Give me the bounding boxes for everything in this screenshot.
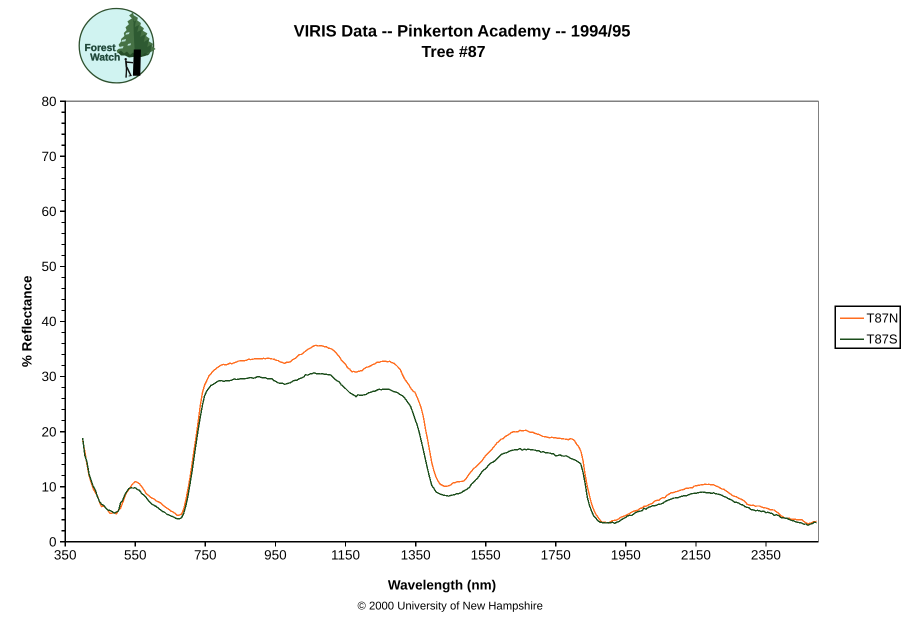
svg-text:550: 550 — [124, 547, 147, 562]
svg-text:2150: 2150 — [681, 547, 711, 562]
svg-text:30: 30 — [41, 369, 56, 384]
svg-text:750: 750 — [194, 547, 217, 562]
svg-text:0: 0 — [49, 534, 57, 549]
svg-text:1350: 1350 — [401, 547, 431, 562]
svg-text:Wavelength (nm): Wavelength (nm) — [388, 578, 496, 593]
svg-text:80: 80 — [41, 94, 56, 109]
svg-text:Tree #87: Tree #87 — [421, 44, 485, 61]
svg-text:60: 60 — [41, 204, 56, 219]
svg-text:1150: 1150 — [331, 547, 360, 562]
svg-text:1550: 1550 — [471, 547, 501, 562]
svg-text:50: 50 — [41, 259, 56, 274]
svg-text:© 2000 University of New Hamps: © 2000 University of New Hampshire — [358, 601, 543, 613]
svg-text:Watch: Watch — [90, 53, 120, 64]
svg-text:950: 950 — [264, 547, 287, 562]
svg-text:Forest: Forest — [85, 43, 117, 54]
svg-text:1950: 1950 — [611, 547, 641, 562]
svg-text:350: 350 — [54, 547, 77, 562]
svg-text:VIRIS Data -- Pinkerton Academ: VIRIS Data -- Pinkerton Academy -- 1994/… — [294, 23, 631, 41]
svg-text:20: 20 — [41, 424, 56, 439]
svg-text:T87S: T87S — [867, 331, 898, 346]
svg-text:10: 10 — [41, 479, 56, 494]
svg-text:40: 40 — [41, 314, 56, 329]
svg-text:70: 70 — [41, 149, 56, 164]
svg-text:1750: 1750 — [541, 547, 571, 562]
svg-text:% Reflectance: % Reflectance — [19, 275, 34, 367]
svg-text:2350: 2350 — [751, 547, 781, 562]
svg-text:T87N: T87N — [867, 310, 899, 325]
